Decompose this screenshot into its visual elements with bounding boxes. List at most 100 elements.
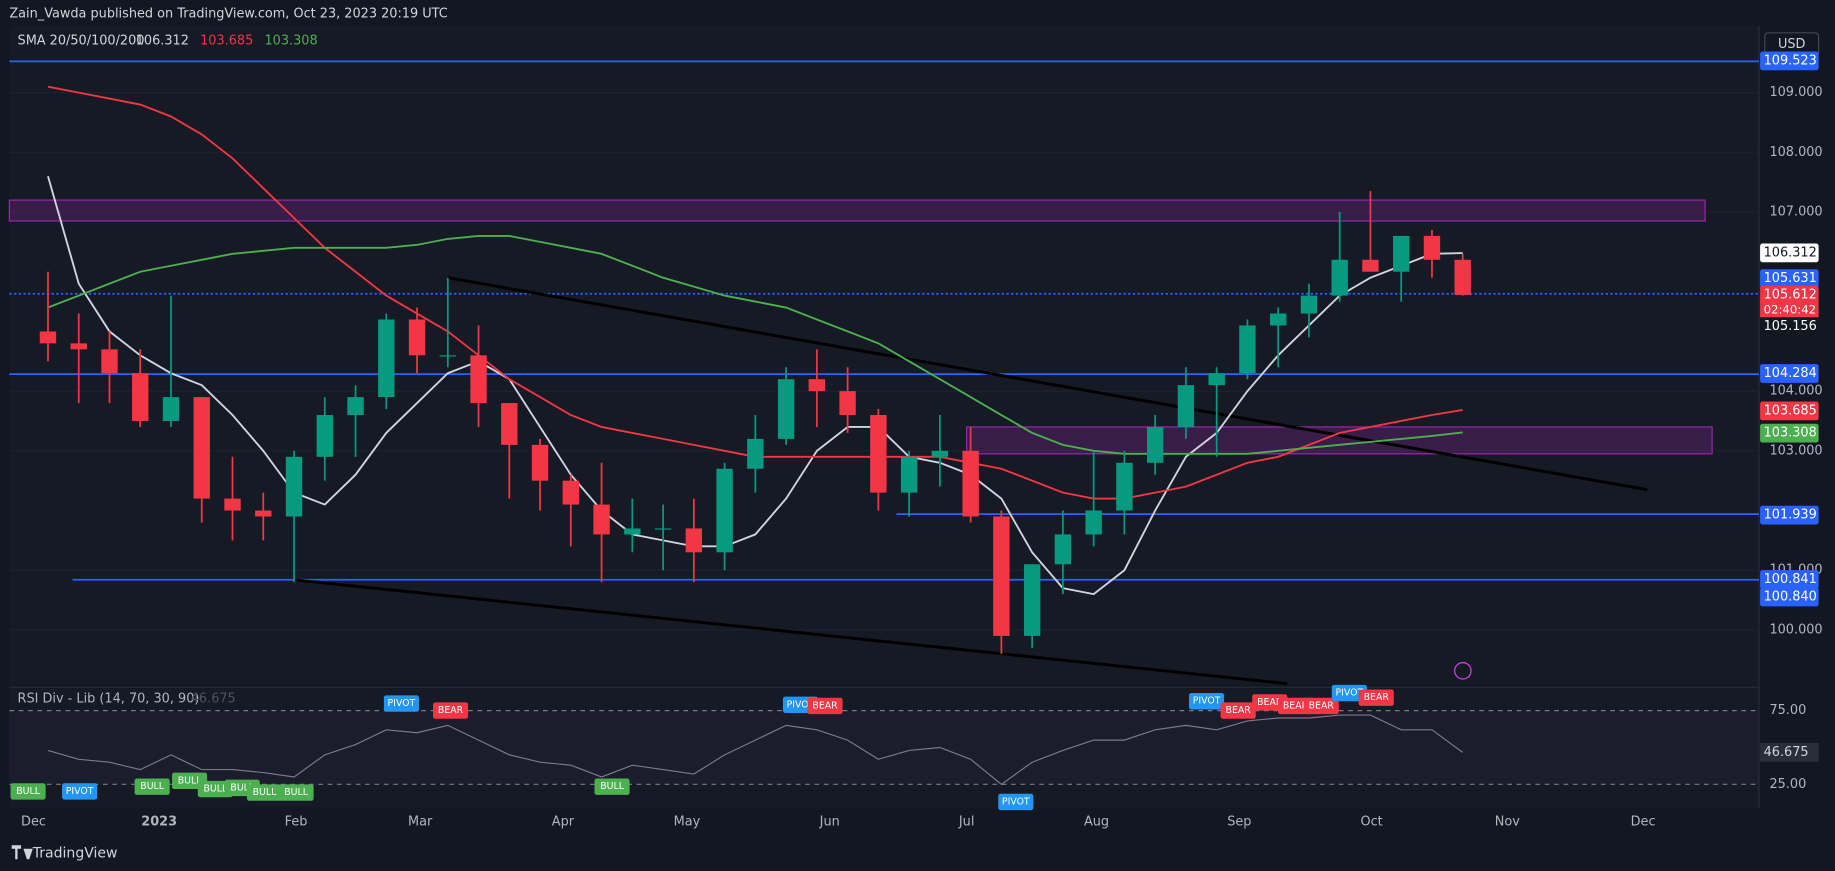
rsi-title: RSI Div - Lib (14, 70, 30, 90) [18,691,200,706]
signal-label: PIVOT [1193,696,1221,707]
signal-label: PIVOT [66,786,94,797]
candle-body [224,498,241,511]
candle-body [132,373,149,421]
x-tick-label: Jul [958,814,975,829]
signal-tag [1303,697,1339,715]
price-label: 105.631 [1764,271,1817,286]
signal-label: BEAR [438,705,464,716]
rsi-value-box [1760,743,1819,762]
candle-body [39,331,57,344]
currency[interactable]: USD [1778,37,1806,52]
x-tick-label: Jun [819,814,840,829]
candle-body [870,415,887,493]
price-label: 105.612 [1764,288,1817,303]
price-label-box [1760,570,1819,589]
rsi-legend-value: 46.675 [191,691,236,706]
candle-body [685,528,703,553]
signal-tag [383,695,419,712]
price-label-box [1760,269,1819,288]
candle-body [1423,235,1441,260]
price-label: 103.685 [1764,403,1817,418]
candle-body [316,415,333,457]
x-tick-label: 2023 [141,814,177,829]
countdown: 02:40:42 [1764,303,1816,317]
candle-body [654,528,672,530]
candle-body [562,480,580,505]
candle-body [1085,510,1102,535]
candle-body [839,391,856,416]
signal-label: PIVOT [1002,796,1030,807]
y-tick-label: 107.000 [1769,205,1822,220]
signal-label: BULL [284,787,308,798]
signal-label: BULL [600,781,624,792]
candle-body [593,504,610,535]
candle-body [439,355,456,357]
price-label: 103.308 [1764,426,1817,441]
candle-body [531,444,549,481]
candle-body [501,403,518,445]
signal-tag [62,783,98,800]
signal-tag [134,778,170,795]
rsi-line [47,714,1464,786]
signal-label: BULL [230,782,254,793]
candle-body [162,397,180,421]
candle-body [1023,564,1041,636]
x-tick-label: Dec [1631,814,1656,829]
zone [8,199,1706,222]
sma-line [47,175,1463,596]
trendline [447,276,1648,492]
y-tick-label: 104.000 [1769,384,1822,399]
signal-label: PIVOT [1335,688,1363,699]
x-tick-label: Nov [1495,814,1520,829]
signal-tag [197,780,233,798]
candle-body [931,450,949,457]
signal-tag [594,778,630,795]
candle-body [1362,259,1379,272]
alert-icon[interactable] [1454,662,1472,680]
indicator-label: SMA 20/50/100/200 [18,33,145,48]
candle-body [1208,373,1225,386]
candle-body [285,456,303,517]
candle-body [808,379,826,392]
x-tick-label: Feb [285,814,308,829]
candle-body [347,397,364,416]
brand: TradingView [32,845,118,861]
x-tick-label: Sep [1227,814,1251,829]
signal-label: BEAR [1364,692,1390,703]
price-label: 104.284 [1764,366,1817,381]
candle-body [993,516,1010,636]
author-line: Zain_Vawda published on TradingView.com,… [9,7,447,22]
rsi-tick-label: 25.00 [1769,777,1806,792]
signal-tag [433,702,469,719]
price-label: 101.939 [1764,508,1817,523]
signal-tag [10,783,46,800]
price-label-box [1760,364,1819,383]
price-label-box [1760,317,1819,336]
x-tick-label: Oct [1360,814,1382,829]
legend-value: 103.308 [264,33,317,48]
price-label-box [1760,423,1819,443]
candle-body [1300,295,1318,314]
signal-label: BEAR [1226,705,1252,716]
signal-tag [246,784,283,801]
candle-body [408,319,426,356]
price-label: 100.840 [1764,590,1817,605]
candle-body [777,379,795,439]
x-tick-label: Aug [1084,814,1109,829]
signal-label: BULL [178,775,202,786]
countdown-box [1760,300,1819,318]
candle-body [1116,462,1133,511]
candle-body [962,450,979,517]
y-tick-label: 103.000 [1769,443,1822,458]
price-label: 106.312 [1764,245,1817,260]
signal-label: PIVOT [787,699,815,710]
signal-label: BEAR [1257,697,1283,708]
trendline [293,578,1288,686]
x-tick-label: May [674,814,701,829]
candle-body [1331,259,1348,296]
x-tick-label: Apr [552,814,575,829]
price-label-box [1760,587,1819,607]
candle-body [1054,534,1072,565]
legend-value: 106.312 [136,33,189,48]
